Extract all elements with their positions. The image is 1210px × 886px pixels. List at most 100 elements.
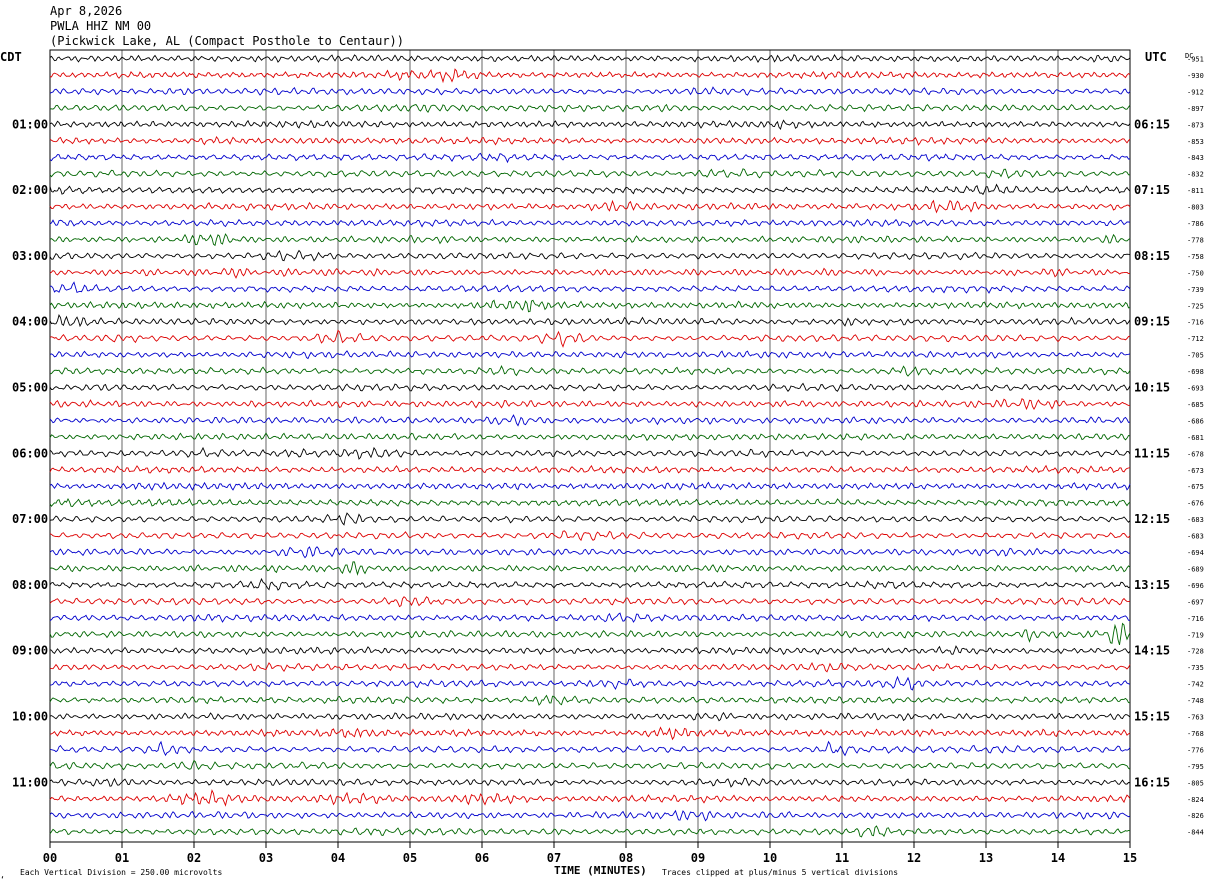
trace-line <box>49 694 1131 706</box>
dc-offset-label: -735 <box>1187 664 1204 672</box>
dc-offset-label: -843 <box>1187 154 1204 162</box>
trace-line <box>49 661 1131 673</box>
trace-line <box>49 512 1131 526</box>
trace-line <box>49 86 1131 96</box>
dc-title: DC <box>1185 52 1193 60</box>
plot-grid <box>49 49 1131 848</box>
trace-line <box>49 299 1131 313</box>
x-tick-label: 08 <box>619 851 633 865</box>
dc-offset-label: -686 <box>1187 417 1204 425</box>
dc-offset-label: -826 <box>1187 812 1204 820</box>
left-hour-label: 05:00 <box>12 381 48 395</box>
trace-line <box>49 481 1131 491</box>
trace-line <box>49 497 1131 508</box>
dc-offset-label: -683 <box>1187 533 1204 541</box>
trace-line <box>49 267 1131 279</box>
dc-offset-label: -725 <box>1187 302 1204 310</box>
dc-offset-label: -694 <box>1187 549 1204 557</box>
trace-line <box>49 546 1131 559</box>
trace-line <box>49 398 1131 411</box>
right-hour-label: 10:15 <box>1134 381 1170 395</box>
left-hour-label: 11:00 <box>12 775 48 789</box>
x-tick-label: 11 <box>835 851 849 865</box>
dc-offset-label: -698 <box>1187 368 1204 376</box>
right-hour-label: 15:15 <box>1134 710 1170 724</box>
dc-offset-label: -742 <box>1187 681 1204 689</box>
dc-offset-label: -930 <box>1187 72 1204 80</box>
trace-line <box>49 364 1131 377</box>
trace-line <box>49 314 1131 328</box>
right-hour-label: 07:15 <box>1134 183 1170 197</box>
trace-line <box>49 645 1131 656</box>
dc-offset-label: -716 <box>1187 319 1204 327</box>
trace-line <box>49 218 1131 228</box>
x-tick-label: 07 <box>547 851 561 865</box>
right-hour-label: 16:15 <box>1134 775 1170 789</box>
x-tick-label: 04 <box>331 851 345 865</box>
x-tick-label: 01 <box>115 851 129 865</box>
dc-offset-label: -778 <box>1187 236 1204 244</box>
trace-line <box>49 561 1131 576</box>
dc-offset-label: -748 <box>1187 697 1204 705</box>
trace-line <box>49 183 1131 196</box>
trace-line <box>49 675 1131 691</box>
trace-line <box>49 612 1131 623</box>
right-hour-label: 13:15 <box>1134 578 1170 592</box>
dc-offset-label: -716 <box>1187 615 1204 623</box>
x-tick-label: 12 <box>907 851 921 865</box>
dc-offset-label: -768 <box>1187 730 1204 738</box>
left-hour-label: 07:00 <box>12 512 48 526</box>
dc-offset-label: -685 <box>1187 401 1204 409</box>
dc-offset-label: -873 <box>1187 121 1204 129</box>
trace-line <box>49 740 1131 757</box>
dc-offset-label: -705 <box>1187 352 1204 360</box>
trace-line <box>49 759 1131 771</box>
x-tick-label: 05 <box>403 851 417 865</box>
left-axis-title: CDT <box>0 50 22 64</box>
trace-line <box>49 382 1131 392</box>
trace-line <box>49 432 1131 442</box>
dc-offset-label: -750 <box>1187 269 1204 277</box>
trace-line <box>49 281 1131 294</box>
dc-offset-label: -681 <box>1187 434 1204 442</box>
header-location: (Pickwick Lake, AL (Compact Posthole to … <box>50 34 405 48</box>
trace-line <box>49 577 1131 591</box>
right-axis-title: UTC <box>1145 50 1167 64</box>
trace-line <box>49 711 1131 722</box>
trace-line <box>49 249 1131 262</box>
trace-line <box>49 414 1131 427</box>
trace-line <box>49 350 1131 360</box>
trace-line <box>49 777 1131 788</box>
trace-line <box>49 464 1131 475</box>
dc-offset-label: -951 <box>1187 56 1204 64</box>
trace-line <box>49 119 1131 131</box>
trace-line <box>49 68 1131 84</box>
right-hour-label: 08:15 <box>1134 249 1170 263</box>
x-tick-label: 09 <box>691 851 705 865</box>
dc-offset-label: -912 <box>1187 88 1204 96</box>
trace-line <box>49 168 1131 179</box>
dc-offset-label: -683 <box>1187 516 1204 524</box>
dc-offset-label: -678 <box>1187 450 1204 458</box>
x-axis-title: TIME (MINUTES) <box>554 864 647 877</box>
trace-line <box>49 233 1131 247</box>
left-hour-label: 08:00 <box>12 578 48 592</box>
left-hour-label: 09:00 <box>12 644 48 658</box>
dc-offset-label: -693 <box>1187 385 1204 393</box>
dc-offset-label: -712 <box>1187 335 1204 343</box>
x-tick-label: 10 <box>763 851 777 865</box>
axis-labels: CDT UTC DC TIME (MINUTES) Each Vertical … <box>0 50 1204 884</box>
trace-line <box>49 446 1131 460</box>
trace-line <box>49 135 1131 146</box>
trace-line <box>49 530 1131 542</box>
dc-offset-label: -803 <box>1187 204 1204 212</box>
x-tick-label: 03 <box>259 851 273 865</box>
x-tick-label: 06 <box>475 851 489 865</box>
trace-line <box>49 199 1131 214</box>
dc-offset-label: -795 <box>1187 763 1204 771</box>
plot-frame <box>49 49 1131 843</box>
dc-offset-label: -689 <box>1187 565 1204 573</box>
left-hour-label: 04:00 <box>12 315 48 329</box>
trace-line <box>49 103 1131 114</box>
